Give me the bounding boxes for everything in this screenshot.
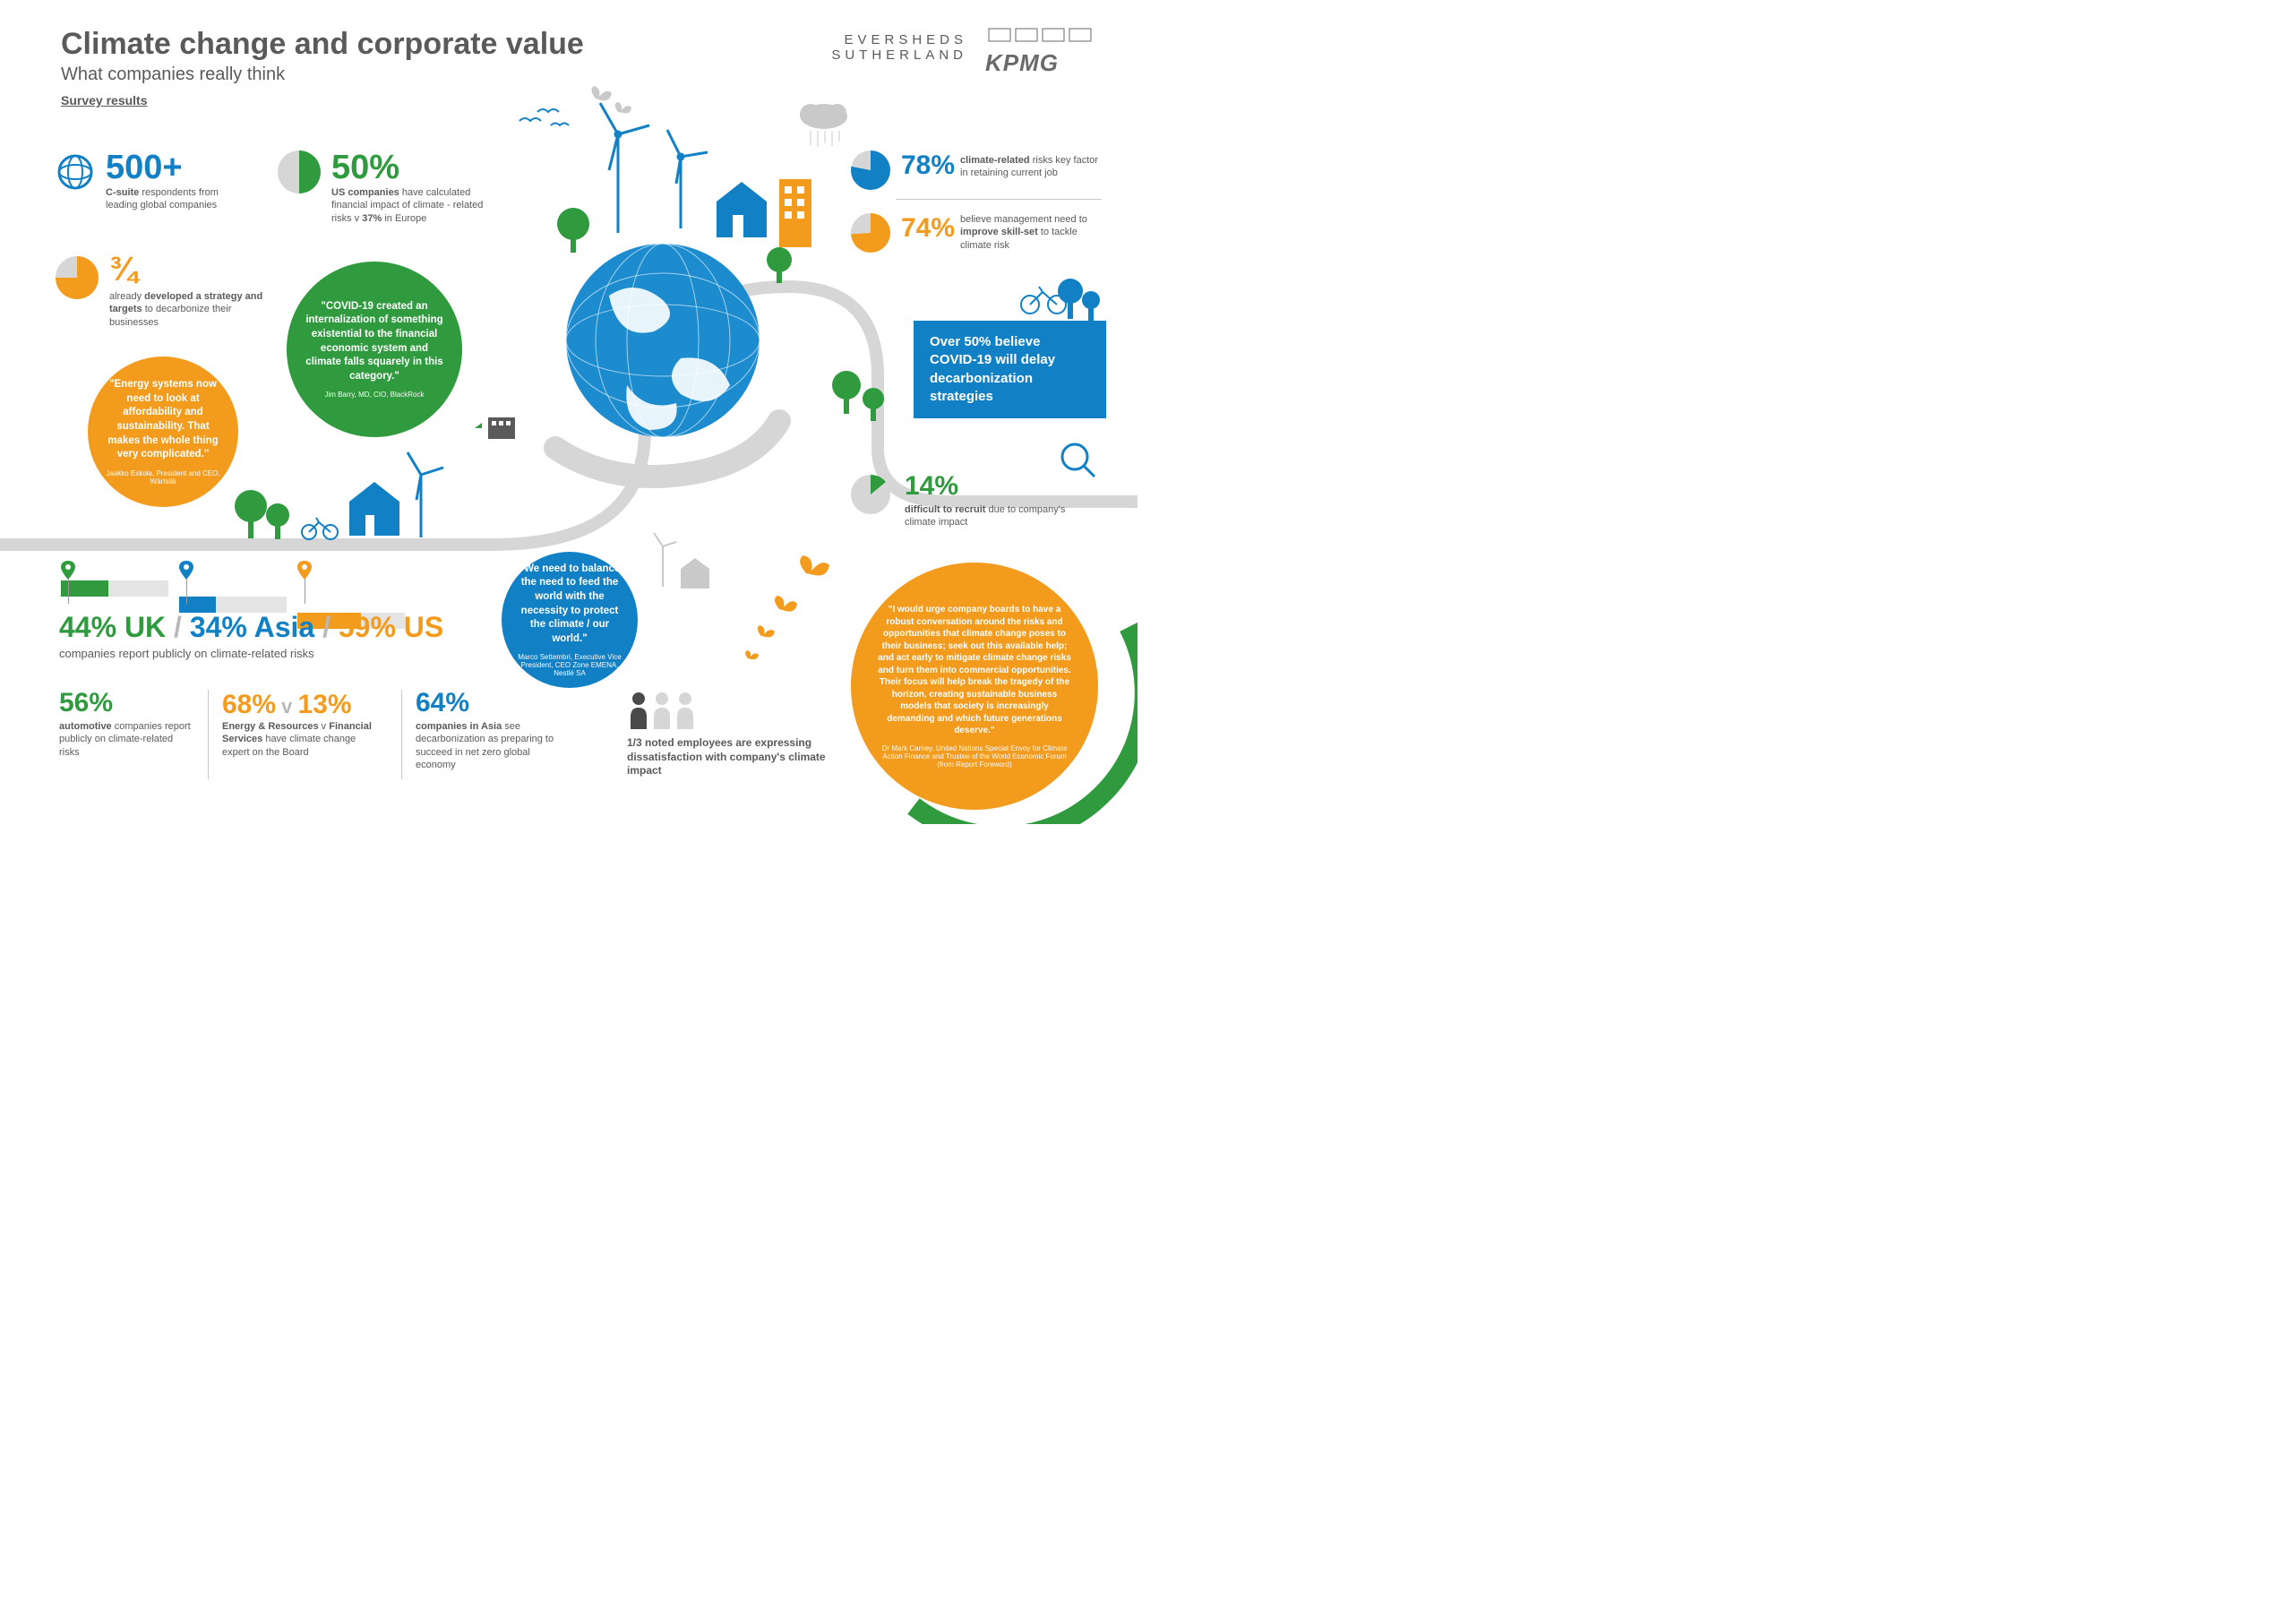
stat-68v13: 68% v 13% [222, 690, 352, 720]
pie-75-icon [56, 256, 99, 299]
pie-50-icon [278, 150, 321, 193]
stat-50-value: 50% [331, 150, 399, 185]
bar-uk [61, 580, 168, 597]
quote-attr: Dr Mark Carney, United Nations Special E… [878, 744, 1071, 769]
quote-attr: Jaakko Eskola, President and CEO, Wärtsi… [104, 469, 222, 485]
stat-74-desc: believe management need to improve skill… [960, 213, 1108, 252]
stat-56-value: 56% [59, 690, 113, 717]
stat-14-value: 14% [905, 473, 958, 500]
quote-attr: Jim Barry, MD, CIO, BlackRock [325, 391, 425, 399]
quote-bubble-orange-large: "I would urge company boards to have a r… [851, 563, 1098, 810]
pie-14-icon [851, 475, 890, 514]
stat-50-desc: US companies have calculated financial i… [331, 186, 502, 225]
stat-78-desc: climate-related risks key factor in reta… [960, 154, 1103, 180]
stat-68v13-desc: Energy & Resources v Financial Services … [222, 720, 383, 759]
stat-onethird-desc: 1/3 noted employees are expressing dissa… [627, 736, 833, 778]
pin-icon [61, 561, 75, 580]
stat-500-value: 500+ [106, 150, 183, 185]
region-asia: 34% Asia [190, 611, 314, 643]
pie-74-icon [851, 213, 890, 253]
stat-56-desc: automotive companies report publicly on … [59, 720, 193, 759]
stat-64-desc: companies in Asia see decarbonization as… [416, 720, 568, 771]
region-us: 59% US [339, 611, 443, 643]
stat-34-value: ¾ [109, 253, 138, 287]
stat-74-value: 74% [901, 215, 955, 242]
region-values-line: 44% UK / 34% Asia / 59% US [59, 611, 443, 644]
quote-text: "Energy systems now need to look at affo… [104, 378, 222, 461]
region-caption: companies report publicly on climate-rel… [59, 647, 314, 660]
quote-bubble-orange-1: "Energy systems now need to look at affo… [88, 357, 238, 507]
people-icon [627, 690, 697, 731]
region-uk: 44% UK [59, 611, 166, 643]
quote-bubble-blue: "We need to balance the need to feed the… [502, 552, 638, 688]
stat-14-desc: difficult to recruit due to company's cl… [905, 503, 1066, 529]
pin-icon [179, 561, 193, 580]
stat-500-desc: C-suite respondents from leading global … [106, 186, 249, 212]
stat-64-value: 64% [416, 690, 469, 717]
quote-text: "I would urge company boards to have a r… [878, 604, 1071, 737]
pin-icon [297, 561, 312, 580]
stat-34-desc: already developed a strategy and targets… [109, 290, 270, 329]
quote-text: "COVID-19 created an internalization of … [303, 300, 446, 383]
covid-callout-box: Over 50% believe COVID-19 will delay dec… [914, 321, 1106, 418]
stat-78-value: 78% [901, 152, 955, 179]
pie-78-icon [851, 150, 890, 190]
globe-outline-icon [56, 152, 95, 192]
quote-bubble-green: "COVID-19 created an internalization of … [287, 262, 462, 437]
quote-text: "We need to balance the need to feed the… [518, 563, 622, 646]
quote-attr: Marco Settembri, Executive Vice Presiden… [518, 653, 622, 677]
